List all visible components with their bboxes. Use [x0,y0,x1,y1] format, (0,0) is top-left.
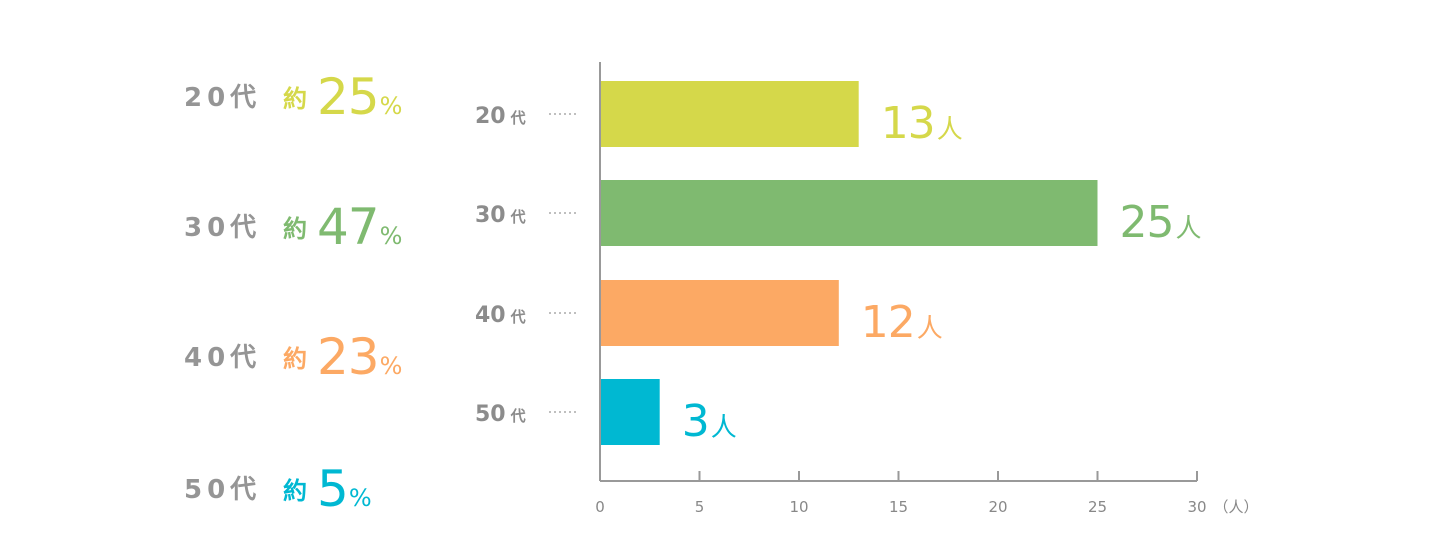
summary-row-40s: 40代 約 23% [0,322,440,382]
summary-approx-prefix: 約 [283,85,307,113]
summary-percent-value: 47% [317,198,403,256]
percent-sign: % [379,352,403,380]
x-tick-label: 15 [889,498,908,516]
x-tick-label: 30 [1187,498,1206,516]
summary-row-20s: 20代 約 25% [0,62,440,122]
summary-approx-prefix: 約 [283,345,307,373]
summary-row-30s: 30代 約 47% [0,192,440,252]
summary-percent-value: 5% [317,460,372,518]
value-label: 3人 [682,396,737,447]
summary-age-label: 50代 [184,475,262,505]
summary-approx-prefix: 約 [283,215,307,243]
category-label: 30 代 [475,203,526,228]
percent-sign: % [379,92,403,120]
summary-approx-prefix: 約 [283,477,307,505]
x-tick-label: 25 [1088,498,1107,516]
value-label: 12人 [861,297,943,348]
summary-age-label: 20代 [184,83,262,113]
summary-percent-value: 25% [317,68,403,126]
value-label: 13人 [881,98,963,149]
summary-age-label: 40代 [184,343,262,373]
bar [600,180,1098,246]
category-label: 40 代 [475,303,526,328]
category-label: 20 代 [475,104,526,129]
summary-percent-value: 23% [317,328,403,386]
value-label: 25人 [1120,197,1202,248]
x-tick-label: 0 [595,498,605,516]
percent-sign: % [348,484,372,512]
bar [600,280,839,346]
x-tick-label: 5 [695,498,705,516]
percent-sign: % [379,222,403,250]
summary-age-label: 30代 [184,213,262,243]
category-label: 50 代 [475,402,526,427]
x-tick-label: 10 [789,498,808,516]
summary-row-50s: 50代 約 5% [0,454,440,514]
bar [600,81,859,147]
x-axis-unit: （人） [1213,498,1258,516]
x-tick-label: 20 [988,498,1007,516]
bar [600,379,660,445]
